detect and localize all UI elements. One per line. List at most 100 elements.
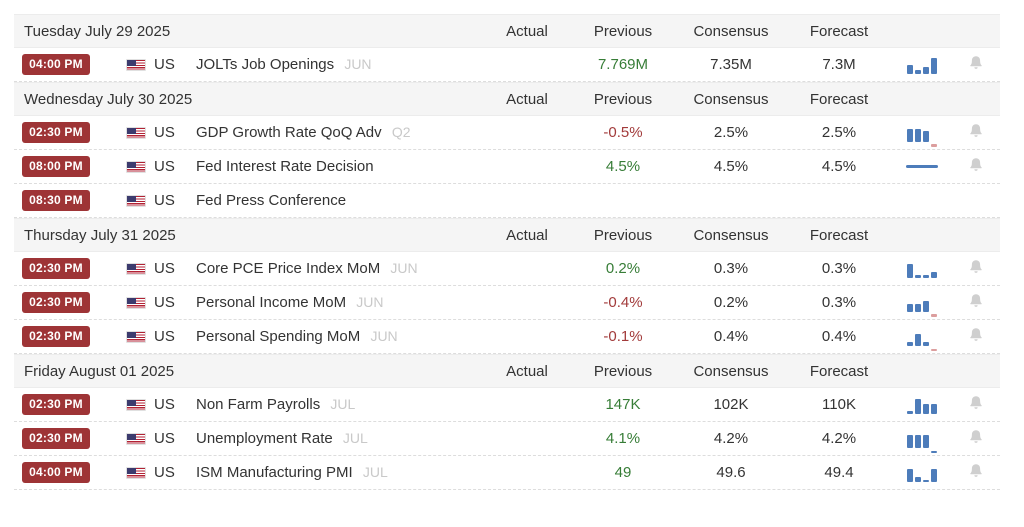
country-code: US [154,328,175,345]
column-header-forecast: Forecast [809,22,869,40]
forecast-value: 4.5% [821,158,857,175]
time-badge: 04:00 PM [22,462,90,483]
event-link[interactable]: Fed Press Conference [196,192,347,209]
country-code: US [154,260,175,277]
time-badge: 02:30 PM [22,122,90,143]
country-cell: US [114,56,192,73]
event-link[interactable]: Personal Spending MoM [196,328,361,345]
bell-icon[interactable] [968,123,984,139]
country-cell: US [114,192,192,209]
previous-value: 49 [614,464,632,481]
event-link[interactable]: Personal Income MoM [196,294,347,311]
column-header-forecast: Forecast [809,362,869,380]
event-period: JUN [344,56,372,72]
column-header-actual: Actual [506,362,548,380]
forecast-value: 49.4 [824,464,854,481]
us-flag-icon [126,262,146,275]
sparkline-chart-icon[interactable] [892,124,952,147]
previous-value: 4.1% [605,430,641,447]
country-cell: US [114,260,192,277]
consensus-value: 49.6 [716,464,746,481]
us-flag-icon [126,58,146,71]
previous-value: -0.4% [603,294,643,311]
us-flag-icon [126,398,146,411]
column-header-forecast: Forecast [809,226,869,244]
sparkline-chart-icon[interactable] [892,328,952,351]
forecast-value: 0.4% [821,328,857,345]
bell-icon[interactable] [968,157,984,173]
column-header-actual: Actual [506,226,548,244]
forecast-value: 7.3M [822,56,856,73]
country-code: US [154,464,175,481]
country-cell: US [114,464,192,481]
country-code: US [154,430,175,447]
day-date: Wednesday July 30 2025 [24,90,193,108]
consensus-value: 4.5% [713,158,749,175]
sparkline-chart-icon[interactable] [892,158,952,176]
event-period: JUL [362,464,388,480]
consensus-value: 0.2% [713,294,749,311]
event-row: 08:00 PM US Fed Interest Rate Decision 4… [14,150,1000,184]
country-code: US [154,396,175,413]
sparkline-chart-icon[interactable] [892,396,952,414]
country-code: US [154,56,175,73]
consensus-value: 0.4% [713,328,749,345]
bell-icon[interactable] [968,429,984,445]
event-period: JUN [390,260,418,276]
column-header-previous: Previous [593,22,653,40]
consensus-value: 0.3% [713,260,749,277]
consensus-value: 2.5% [713,124,749,141]
country-cell: US [114,294,192,311]
day-date: Friday August 01 2025 [24,362,175,380]
sparkline-chart-icon[interactable] [892,56,952,74]
consensus-value: 102K [713,396,749,413]
column-header-previous: Previous [593,226,653,244]
event-link[interactable]: Unemployment Rate [196,430,333,447]
country-code: US [154,158,175,175]
column-header-consensus: Consensus [693,226,769,244]
event-link[interactable]: ISM Manufacturing PMI [196,464,353,481]
bell-icon[interactable] [968,259,984,275]
column-header-consensus: Consensus [693,90,769,108]
column-header-actual: Actual [506,90,548,108]
sparkline-chart-icon[interactable] [892,464,952,482]
day-header: Friday August 01 2025 Actual Previous Co… [14,354,1000,388]
event-link[interactable]: GDP Growth Rate QoQ Adv [196,124,382,141]
event-row: 02:30 PM US Personal Spending MoM JUN -0… [14,320,1000,354]
time-badge: 08:00 PM [22,156,90,177]
previous-value: 4.5% [605,158,641,175]
us-flag-icon [126,160,146,173]
consensus-value: 4.2% [713,430,749,447]
previous-value: -0.1% [603,328,643,345]
day-date: Tuesday July 29 2025 [24,22,171,40]
forecast-value: 110K [822,396,856,413]
sparkline-chart-icon[interactable] [892,430,952,453]
event-period: JUN [356,294,384,310]
bell-icon[interactable] [968,293,984,309]
day-header: Tuesday July 29 2025 Actual Previous Con… [14,14,1000,48]
day-date: Thursday July 31 2025 [24,226,176,244]
time-badge: 04:00 PM [22,54,90,75]
event-link[interactable]: Fed Interest Rate Decision [196,158,374,175]
sparkline-chart-icon[interactable] [892,260,952,278]
bell-icon[interactable] [968,395,984,411]
time-badge: 08:30 PM [22,190,90,211]
bell-icon[interactable] [968,463,984,479]
bell-icon[interactable] [968,327,984,343]
event-link[interactable]: Non Farm Payrolls [196,396,321,413]
us-flag-icon [126,330,146,343]
sparkline-chart-icon[interactable] [892,294,952,317]
previous-value: 147K [605,396,641,413]
consensus-value: 7.35M [710,56,752,73]
event-period: Q2 [391,124,411,140]
event-row: 02:30 PM US Personal Income MoM JUN -0.4… [14,286,1000,320]
column-header-consensus: Consensus [693,362,769,380]
bell-icon[interactable] [968,55,984,71]
us-flag-icon [126,194,146,207]
event-link[interactable]: Core PCE Price Index MoM [196,260,381,277]
time-badge: 02:30 PM [22,326,90,347]
country-code: US [154,192,175,209]
country-cell: US [114,396,192,413]
event-link[interactable]: JOLTs Job Openings [196,56,335,73]
event-period: JUN [370,328,398,344]
